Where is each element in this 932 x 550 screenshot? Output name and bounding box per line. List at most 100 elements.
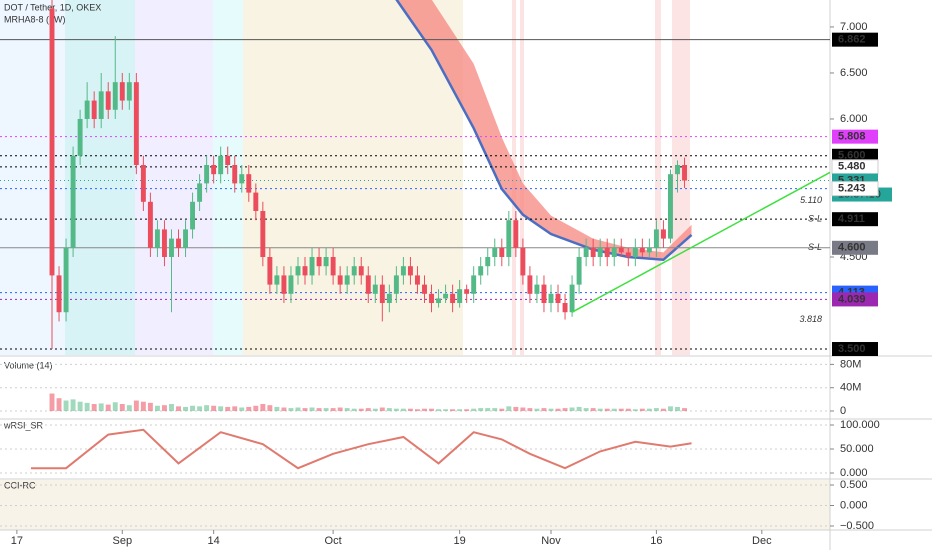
volume-bar [358,408,364,412]
x-tick-label: Sep [112,535,132,547]
candle-body [105,91,111,110]
candle-body [576,257,582,285]
volume-bar [169,404,174,412]
y-tick-label: 0 [840,405,846,417]
candle-body [443,293,449,299]
candle-body [590,247,596,258]
candle-body [625,252,631,258]
x-tick-label: 17 [11,535,23,547]
price-label: 4.039 [838,293,866,305]
price-label: 3.500 [838,343,866,355]
candle-body [548,293,554,304]
volume-bar [386,408,392,412]
candle-body [91,100,97,119]
price-label-box [832,148,878,163]
x-tick-label: 19 [454,535,466,547]
volume-bar [464,409,470,412]
volume-bar [372,408,378,412]
candle-body [358,266,364,276]
candle-body [527,275,533,294]
candle-body [569,284,575,313]
volume-bar [562,408,568,412]
price-label: 4.911 [838,213,865,225]
candle-body [253,192,259,211]
candle-body [56,275,62,313]
candle-body [653,229,659,248]
volume-bar [176,406,181,412]
price-label-box [832,240,878,255]
candle-body [147,201,153,248]
candle-body [190,201,196,230]
price-label-box [832,342,878,357]
candle-body [70,155,76,248]
volume-bar [436,409,442,412]
volume-bar [569,407,575,412]
volume-bar [660,408,666,412]
volume-bar [485,408,491,412]
candle-body [422,284,427,294]
volume-bar [513,406,519,412]
price-label-box [832,292,878,307]
volume-bar [147,402,153,412]
candle-body [618,247,624,253]
candle-body [140,164,146,202]
volume-bar [126,405,132,412]
y-tick-label: 0.000 [840,467,868,479]
volume-bar [154,405,160,412]
volume-bar [618,408,624,412]
volume-bar [393,408,399,412]
main-plot: 5.110 S-L S-L 3.818 [0,0,830,350]
volume-bar [267,405,273,412]
candle-body [611,247,617,258]
candle-body [372,284,378,294]
price-label: 5.808 [838,131,866,143]
candle-body [646,247,652,253]
x-tick-label: Oct [325,535,342,547]
volume-bar [225,406,231,412]
price-label-box [832,32,878,47]
candle-body [218,155,224,175]
volume-bar [309,407,315,412]
volume-bar [274,406,280,412]
candle-body [457,289,463,304]
volume-bar [632,409,638,412]
x-tick-label: Nov [541,535,561,547]
y-tick-label: 50.000 [840,443,874,455]
volume-bar [583,408,589,412]
volume-bar [246,406,252,412]
volume-bar [330,408,336,412]
candle-body [534,284,540,294]
candle-body [604,247,610,258]
volume-bar [534,408,540,412]
candle-body [478,266,484,276]
y-tick-label: 7.000 [840,21,868,33]
candle-body [682,164,687,181]
y-tick-label: 6.000 [840,113,868,125]
volume-bar [668,406,673,412]
candle-body [471,275,477,294]
chart-title: DOT / Tether, 1D, OKEX [4,2,101,12]
annotation: 3.818 [799,314,822,324]
candle-body [204,164,210,184]
candle-body [267,257,273,285]
volume-bar [344,408,350,412]
candle-body [597,247,603,258]
candle-body [344,275,350,285]
volume-bar [555,408,561,412]
candle-body [429,293,434,304]
candle-body [436,298,442,304]
volume-bar [281,407,287,412]
ribbon-line [395,0,693,262]
volume-bar [91,404,97,412]
panel-title: CCI-RC [4,480,36,490]
volume-bar [415,409,420,412]
volume-bar [204,405,210,412]
volume-bar [604,408,610,412]
volume-bar [295,407,301,412]
candle-body [330,257,336,276]
volume-bar [253,405,259,412]
y-tick-label: 40M [840,382,861,394]
candle-body [365,275,371,294]
